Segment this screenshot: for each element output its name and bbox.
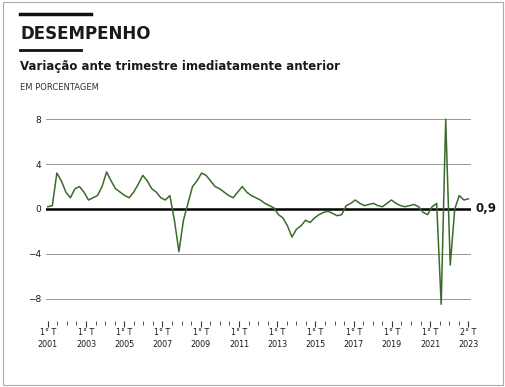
- Text: Variação ante trimestre imediatamente anterior: Variação ante trimestre imediatamente an…: [20, 60, 339, 73]
- Text: EM PORCENTAGEM: EM PORCENTAGEM: [20, 83, 99, 92]
- Text: DESEMPENHO: DESEMPENHO: [20, 25, 150, 43]
- Text: 0,9: 0,9: [474, 202, 495, 216]
